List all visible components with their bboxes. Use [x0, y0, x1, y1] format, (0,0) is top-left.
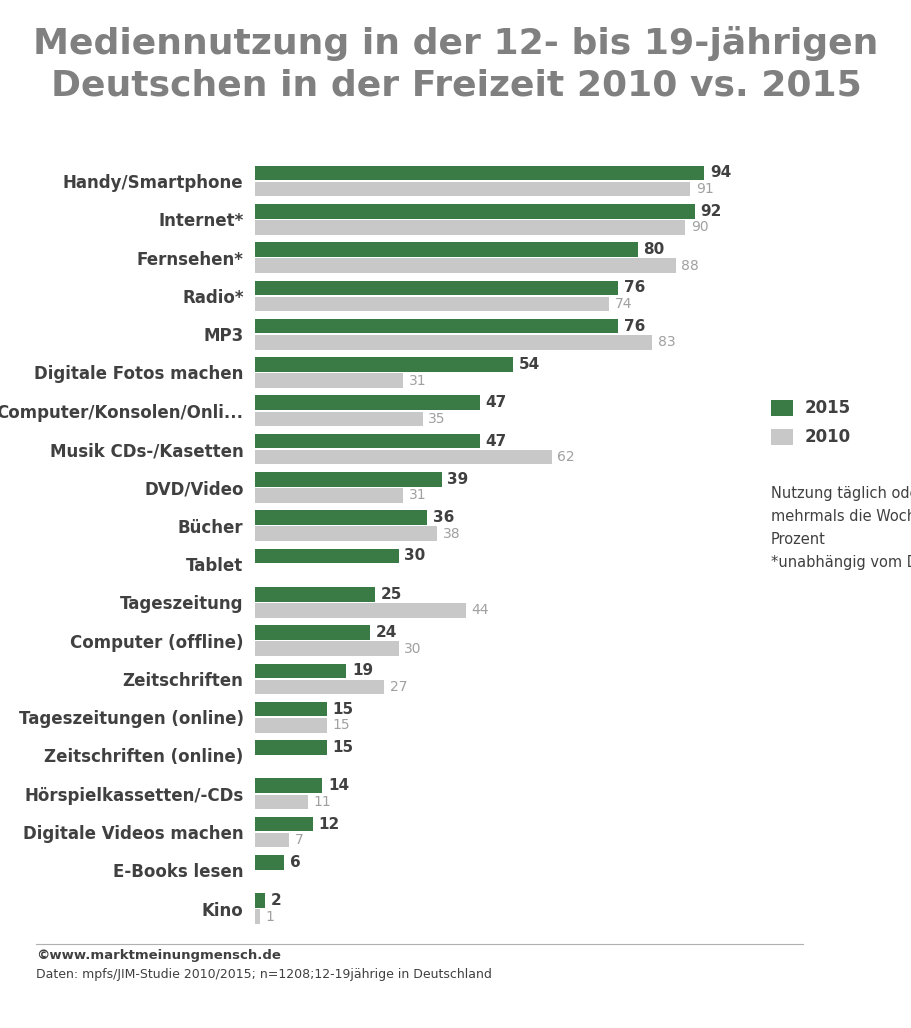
- Text: 80: 80: [642, 242, 664, 257]
- Bar: [255, 220, 684, 234]
- Text: 47: 47: [485, 395, 507, 410]
- Bar: [255, 510, 427, 525]
- Text: 2015: 2015: [804, 399, 850, 417]
- Text: 2010: 2010: [804, 428, 850, 446]
- Text: 91: 91: [695, 182, 712, 196]
- Text: 76: 76: [623, 319, 645, 334]
- Text: 76: 76: [623, 281, 645, 295]
- Text: 15: 15: [333, 702, 353, 717]
- Text: 7: 7: [294, 833, 303, 847]
- Bar: [255, 411, 422, 427]
- Bar: [255, 297, 609, 311]
- Text: Mediennutzung in der 12- bis 19-jährigen
Deutschen in der Freizeit 2010 vs. 2015: Mediennutzung in der 12- bis 19-jährigen…: [34, 26, 877, 103]
- Text: 25: 25: [380, 587, 402, 601]
- Text: 30: 30: [404, 549, 425, 563]
- Bar: [255, 434, 479, 448]
- Bar: [255, 663, 346, 678]
- Bar: [255, 243, 637, 257]
- Text: 38: 38: [442, 526, 460, 541]
- Bar: [255, 204, 694, 219]
- Text: 92: 92: [700, 204, 722, 219]
- Bar: [255, 587, 374, 601]
- Bar: [255, 472, 441, 486]
- Text: 15: 15: [333, 740, 353, 755]
- Bar: [255, 855, 283, 870]
- Bar: [255, 319, 618, 333]
- Text: 27: 27: [390, 680, 407, 694]
- Text: 30: 30: [404, 641, 422, 656]
- Bar: [255, 833, 289, 847]
- Bar: [255, 373, 403, 388]
- Bar: [255, 817, 312, 832]
- Bar: [255, 625, 370, 639]
- Bar: [255, 396, 479, 410]
- Text: 12: 12: [318, 816, 339, 832]
- Text: 2: 2: [271, 893, 281, 908]
- Bar: [255, 718, 327, 733]
- Text: 36: 36: [433, 510, 454, 525]
- Text: 90: 90: [691, 220, 708, 234]
- Text: 83: 83: [657, 335, 674, 350]
- Text: 24: 24: [375, 625, 396, 640]
- Text: 6: 6: [290, 855, 301, 870]
- Text: 44: 44: [471, 603, 488, 618]
- Text: 14: 14: [328, 778, 349, 794]
- Bar: [255, 335, 651, 350]
- Text: 47: 47: [485, 434, 507, 448]
- Text: 62: 62: [557, 450, 574, 464]
- Text: 39: 39: [447, 472, 468, 487]
- Bar: [255, 166, 703, 180]
- Text: 54: 54: [518, 357, 539, 372]
- Bar: [255, 281, 618, 295]
- Text: 35: 35: [428, 412, 445, 426]
- Text: 31: 31: [409, 373, 426, 388]
- Text: Daten: mpfs/JIM-Studie 2010/2015; n=1208;12-19jährige in Deutschland: Daten: mpfs/JIM-Studie 2010/2015; n=1208…: [36, 968, 492, 982]
- Bar: [255, 488, 403, 503]
- Bar: [255, 357, 513, 372]
- Bar: [255, 526, 436, 541]
- Text: 19: 19: [352, 663, 373, 678]
- Bar: [255, 702, 327, 717]
- Text: 11: 11: [313, 795, 331, 809]
- Bar: [255, 795, 308, 809]
- Bar: [255, 910, 260, 924]
- Bar: [255, 603, 465, 618]
- Bar: [255, 893, 264, 908]
- Text: 15: 15: [333, 719, 350, 732]
- Text: 31: 31: [409, 488, 426, 503]
- Text: 94: 94: [710, 166, 731, 181]
- Bar: [255, 182, 690, 196]
- Bar: [255, 740, 327, 755]
- Bar: [255, 450, 551, 465]
- Text: 88: 88: [681, 259, 699, 272]
- Bar: [255, 680, 384, 694]
- Bar: [255, 258, 675, 272]
- Text: 1: 1: [266, 910, 274, 924]
- Bar: [255, 549, 398, 563]
- Bar: [255, 778, 322, 793]
- Text: Nutzung täglich oder
mehrmals die Woche in
Prozent
*unabhängig vom Device: Nutzung täglich oder mehrmals die Woche …: [770, 486, 911, 570]
- Text: ©www.marktmeinungmensch.de: ©www.marktmeinungmensch.de: [36, 949, 281, 962]
- Text: 74: 74: [614, 297, 631, 310]
- Bar: [255, 641, 398, 656]
